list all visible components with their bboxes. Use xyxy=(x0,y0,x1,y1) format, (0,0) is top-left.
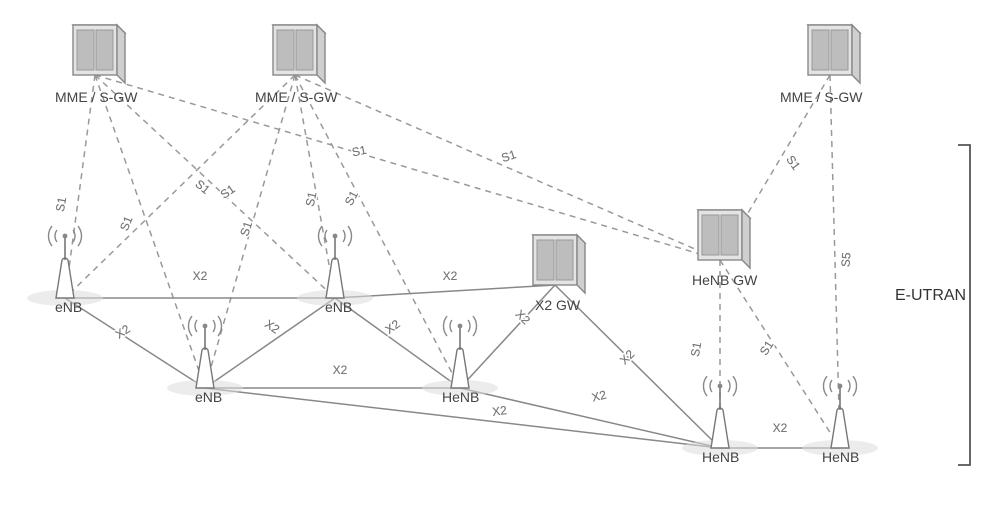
svg-text:X2: X2 xyxy=(590,387,608,404)
svg-text:S1: S1 xyxy=(117,214,136,233)
edge-label-mme1-enb3: S1S1 xyxy=(218,182,238,202)
server-icon xyxy=(533,235,585,293)
svg-text:S1: S1 xyxy=(783,153,803,173)
svg-text:S1: S1 xyxy=(237,219,255,238)
edge-label-mme1-henbgw: S1S1 xyxy=(351,143,369,160)
svg-text:S1: S1 xyxy=(342,188,361,208)
antenna-icon xyxy=(27,226,103,306)
edge-label-enb3-x2gw: X2X2 xyxy=(443,269,458,283)
edge-label-henbgw-henb3: S1S1 xyxy=(757,338,777,358)
svg-text:S1: S1 xyxy=(192,177,212,197)
node-henb2: HeNB xyxy=(682,376,758,465)
antenna-icon xyxy=(682,376,758,456)
server-icon xyxy=(808,25,860,83)
antenna-icon xyxy=(167,316,243,396)
edge-label-henbgw-henb2: S1S1 xyxy=(688,341,704,358)
edge-label-mme1-enb2: S1S1 xyxy=(117,214,136,233)
node-henb1: HeNB xyxy=(422,316,498,405)
node-label: MME / S-GW xyxy=(55,89,138,105)
svg-text:X2: X2 xyxy=(491,403,508,419)
edge-x2-enb3-henb1 xyxy=(335,298,460,388)
server-icon xyxy=(698,210,750,268)
node-label: HeNB xyxy=(822,449,859,465)
svg-text:S1: S1 xyxy=(351,143,369,160)
svg-text:X2: X2 xyxy=(113,322,133,342)
edge-x2-enb2-enb3 xyxy=(205,298,335,388)
svg-text:S1: S1 xyxy=(500,147,519,165)
node-label: eNB xyxy=(325,299,352,315)
node-label: eNB xyxy=(195,389,222,405)
edge-s1-mme2-henbgw xyxy=(295,75,720,260)
antenna-icon xyxy=(802,376,878,456)
edge-label-mme2-enb1: S1S1 xyxy=(192,177,212,197)
edge-s1-mme2-enb1 xyxy=(65,75,295,298)
svg-text:X2: X2 xyxy=(262,317,282,337)
edge-s1-mme2-enb3 xyxy=(295,75,335,298)
svg-text:S1: S1 xyxy=(218,182,238,202)
edge-label-enb2-henb2: X2X2 xyxy=(491,403,508,419)
antenna-icon xyxy=(422,316,498,396)
node-henb3: HeNB xyxy=(802,376,878,465)
node-mme2: MME / S-GW xyxy=(255,25,338,105)
edge-s1-mme1-henbgw xyxy=(95,75,720,260)
svg-text:X2: X2 xyxy=(333,363,348,377)
edge-label-enb1-enb2: X2X2 xyxy=(113,322,133,342)
edge-label-enb2-henb1: X2X2 xyxy=(333,363,348,377)
edge-label-mme2-enb2: S1S1 xyxy=(237,219,255,238)
edge-label-enb1-enb3: X2X2 xyxy=(193,269,208,283)
edge-label-mme2-henbgw: S1S1 xyxy=(500,147,519,165)
node-enb2: eNB xyxy=(167,316,243,405)
node-label: HeNB GW xyxy=(692,272,758,288)
edge-label-enb2-enb3: X2X2 xyxy=(262,317,282,337)
region-bracket xyxy=(958,145,970,465)
edge-s1-mme1-enb1 xyxy=(65,75,95,298)
svg-text:X2: X2 xyxy=(773,421,788,435)
edge-label-mme2-enb3: S1S1 xyxy=(303,190,320,208)
svg-text:X2: X2 xyxy=(443,269,458,283)
edge-s1-mme1-enb2 xyxy=(95,75,205,388)
edge-label-henb1-henb2: X2X2 xyxy=(590,387,608,404)
edge-label-mme3-henbgw: S1S1 xyxy=(783,153,803,173)
node-enb3: eNB xyxy=(297,226,373,315)
node-label: eNB xyxy=(55,299,82,315)
node-label: HeNB xyxy=(702,449,739,465)
edge-s1-mme1-enb3 xyxy=(95,75,335,298)
svg-text:S1: S1 xyxy=(303,190,320,208)
svg-text:X2: X2 xyxy=(193,269,208,283)
node-label: X2 GW xyxy=(535,297,581,313)
edge-x2-enb1-enb2 xyxy=(65,298,205,388)
antenna-icon xyxy=(297,226,373,306)
edge-s1-henbgw-henb3 xyxy=(720,260,840,448)
node-x2gw: X2 GW xyxy=(533,235,585,313)
edge-label-henb2-henb3: X2X2 xyxy=(773,421,788,435)
region-label: E-UTRAN xyxy=(895,287,966,304)
svg-text:S5: S5 xyxy=(838,251,853,267)
svg-text:X2: X2 xyxy=(513,307,534,328)
edge-label-mme1-enb1: S1S1 xyxy=(53,196,69,213)
edge-label-mme2-henb1: S1S1 xyxy=(342,188,361,208)
server-icon xyxy=(73,25,125,83)
node-enb1: eNB xyxy=(27,226,103,315)
server-icon xyxy=(273,25,325,83)
node-mme3: MME / S-GW xyxy=(780,25,863,105)
edge-label-mme3-henb3: S5S5 xyxy=(838,251,853,267)
node-label: MME / S-GW xyxy=(255,89,338,105)
node-label: MME / S-GW xyxy=(780,89,863,105)
network-diagram: MME / S-GW MME / S-GW MME / S-GW HeNB GW X2 … xyxy=(0,0,1000,523)
node-mme1: MME / S-GW xyxy=(55,25,138,105)
node-henbgw: HeNB GW xyxy=(692,210,758,288)
svg-text:S1: S1 xyxy=(688,341,704,358)
node-label: HeNB xyxy=(442,389,479,405)
edge-label-x2gw-henb1: X2X2 xyxy=(513,307,534,328)
svg-text:S1: S1 xyxy=(53,196,69,213)
svg-text:S1: S1 xyxy=(757,338,777,358)
